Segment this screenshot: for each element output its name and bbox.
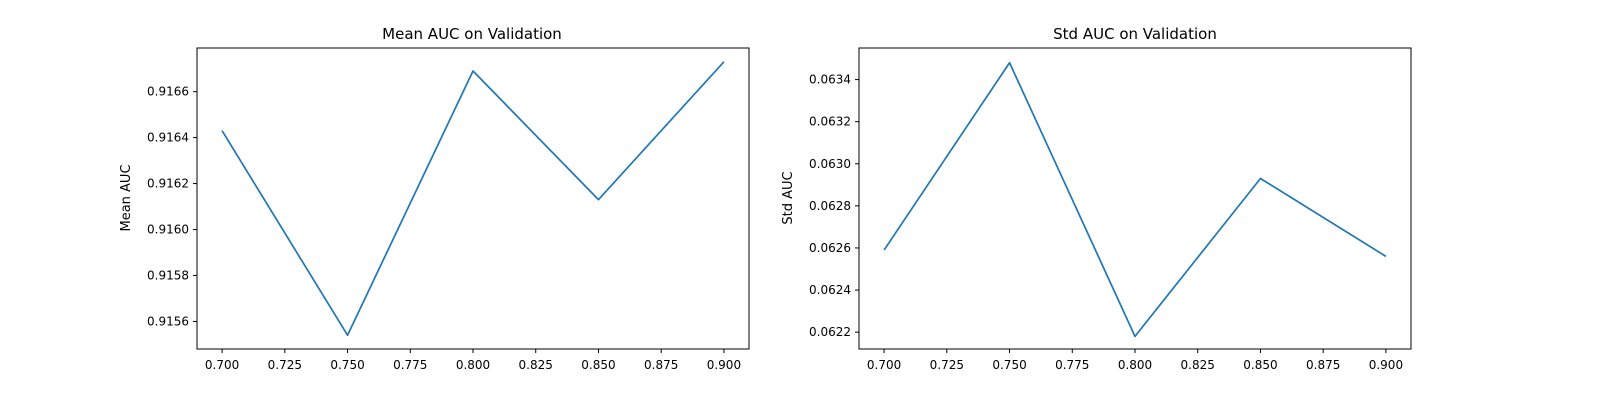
x-tick-label: 0.725 [930,358,964,372]
x-tick-label: 0.775 [1055,358,1089,372]
y-axis-label: Mean AUC [119,164,134,231]
y-tick-label: 0.0630 [809,157,851,171]
y-axis-label: Std AUC [781,171,796,224]
y-tick-label: 0.9156 [147,314,189,328]
x-tick-label: 0.750 [330,358,364,372]
tick-group: 0.700 0.725 0.750 0.775 0.800 0.825 0.850 0.875… [809,73,1403,372]
x-tick-label: 0.850 [1243,358,1277,372]
y-tick-label: 0.9162 [147,177,189,191]
y-tick-label: 0.9160 [147,223,189,237]
tick-group: 0.700 0.725 0.750 0.775 0.800 0.825 0.850 0.875… [147,85,741,372]
chart-title: Mean AUC on Validation [382,25,562,43]
x-tick-label: 0.800 [456,358,490,372]
x-tick-label: 0.825 [1181,358,1215,372]
x-tick-label: 0.700 [867,358,901,372]
y-tick-label: 0.0634 [809,73,851,87]
y-tick-label: 0.9158 [147,268,189,282]
x-tick-label: 0.750 [992,358,1026,372]
y-tick-label: 0.0622 [809,325,851,339]
x-tick-label: 0.900 [1369,358,1403,372]
chart-std-auc: Std AUC on Validation Std AUC 0.700 0.725… [781,25,1412,372]
y-tick-label: 0.0632 [809,115,851,129]
plot-frame [196,47,750,350]
x-tick-label: 0.900 [707,358,741,372]
y-tick-label: 0.0628 [809,199,851,213]
x-tick-label: 0.800 [1118,358,1152,372]
series-line [883,61,1387,338]
x-tick-label: 0.775 [393,358,427,372]
x-tick-label: 0.725 [268,358,302,372]
y-tick-label: 0.9166 [147,85,189,99]
series-line [221,61,725,337]
y-tick-label: 0.0626 [809,241,851,255]
x-tick-label: 0.875 [644,358,678,372]
plot-frame [858,47,1412,350]
y-tick-label: 0.9164 [147,131,189,145]
chart-title: Std AUC on Validation [1053,25,1217,43]
x-tick-label: 0.875 [1306,358,1340,372]
y-tick-label: 0.0624 [809,283,851,297]
x-tick-label: 0.825 [519,358,553,372]
x-tick-label: 0.850 [581,358,615,372]
x-tick-label: 0.700 [205,358,239,372]
chart-mean-auc: Mean AUC on Validation Mean AUC 0.700 0.7… [119,25,750,372]
